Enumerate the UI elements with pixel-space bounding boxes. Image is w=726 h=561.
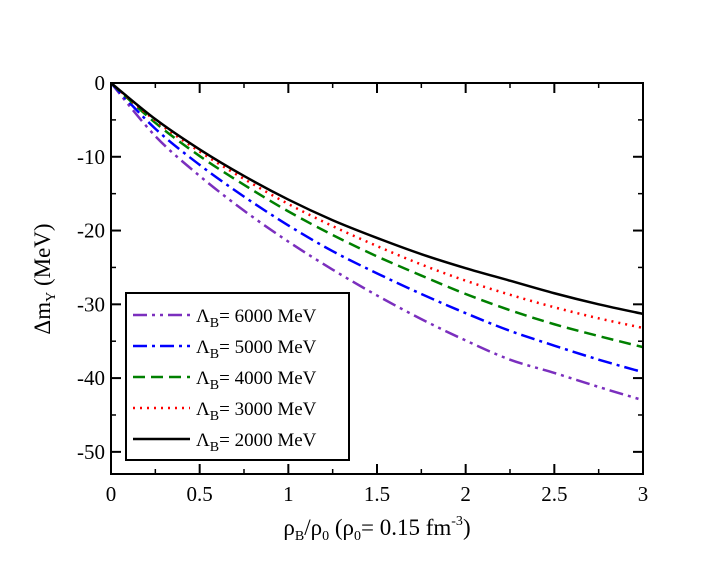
- x-tick-label: 0.5: [187, 482, 213, 506]
- y-tick-label: -50: [77, 440, 105, 464]
- legend-box: [125, 292, 350, 461]
- y-tick-label: -20: [77, 219, 105, 243]
- series-line-2000-mev: [110, 82, 644, 316]
- legend-label: ΛB= 5000 MeV: [196, 337, 317, 362]
- x-tick-label: 1: [283, 482, 294, 506]
- legend-items: ΛB= 6000 MeV ΛB= 5000 MeV ΛB= 4000 MeV ΛB= …: [133, 306, 317, 455]
- legend-label: ΛB= 3000 MeV: [196, 399, 317, 424]
- series-line-5000-mev: [110, 82, 644, 374]
- x-tick-label: 0: [106, 482, 117, 506]
- x-tick-label: 1.5: [364, 482, 390, 506]
- x-tick-label: 2: [460, 482, 471, 506]
- legend-label: ΛB= 6000 MeV: [196, 306, 317, 331]
- y-tick-label: 0: [95, 71, 106, 95]
- series-line-3000-mev: [110, 82, 644, 330]
- x-axis-title: ρB/ρ0 (ρ0= 0.15 fm-3): [283, 514, 470, 544]
- plot-frame: [110, 82, 644, 475]
- series-line-6000-mev: [110, 82, 644, 402]
- y-axis-title: ΔmY (MeV): [30, 223, 59, 334]
- x-tick-label: 2.5: [541, 482, 567, 506]
- y-tick-label: -30: [77, 292, 105, 316]
- series-line-4000-mev: [110, 82, 644, 349]
- x-tick-label: 3: [638, 482, 649, 506]
- legend-label: ΛB= 4000 MeV: [196, 368, 317, 393]
- series-layer: [110, 82, 644, 402]
- legend: ΛB= 6000 MeV ΛB= 5000 MeV ΛB= 4000 MeV ΛB= …: [125, 292, 350, 461]
- y-tick-label: -40: [77, 366, 105, 390]
- legend-label: ΛB= 2000 MeV: [196, 430, 317, 455]
- y-tick-label: -10: [77, 145, 105, 169]
